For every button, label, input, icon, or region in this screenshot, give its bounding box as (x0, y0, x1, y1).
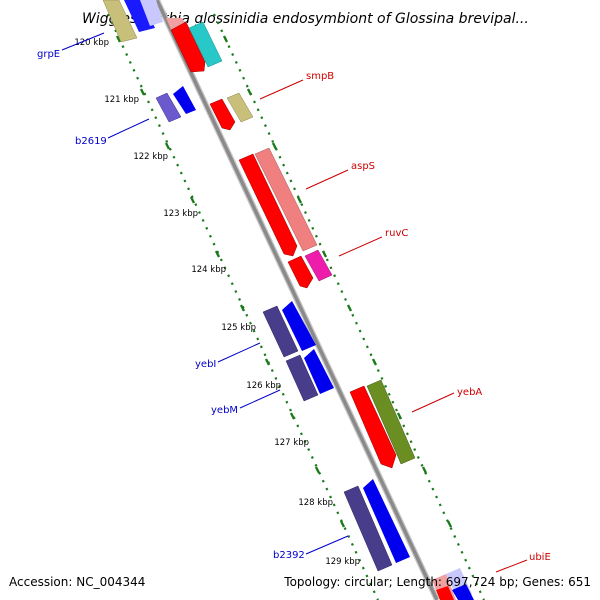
gene-features (102, 0, 474, 600)
gene-ubiE-blue (452, 584, 474, 600)
kbp-tick-126 (264, 358, 271, 366)
outer-tick (396, 412, 403, 420)
gene-label-b2392[interactable]: b2392 (273, 550, 305, 561)
genome-backbone (155, 0, 439, 600)
kbp-tick-129 (339, 520, 346, 528)
gene-yebM-blue (304, 349, 334, 394)
kbp-label-125: 125 kbp (221, 323, 256, 333)
gene-label-yebI[interactable]: yebI (195, 359, 216, 370)
kbp-tick-122 (164, 142, 171, 150)
leader-ruvC (338, 236, 383, 257)
leader-aspS (305, 169, 349, 190)
gene-red-arrow-1 (170, 21, 206, 73)
kbp-label-123: 123 kbp (163, 209, 198, 219)
gene-top-blue (124, 0, 155, 32)
kbp-label-127: 127 kbp (274, 438, 309, 448)
kbp-tick-124 (214, 250, 221, 258)
gene-label-aspS[interactable]: aspS (351, 161, 375, 172)
gene-b2392-blue (363, 479, 410, 563)
leader-yebM (239, 389, 281, 409)
gene-yebA-red (349, 385, 397, 469)
outer-tick (321, 250, 328, 258)
gene-labels: grpE smpB b2619 aspS ruvC yebI yebM yebA… (37, 49, 551, 563)
kbp-label-120: 120 kbp (74, 38, 109, 48)
kbp-tick-125 (239, 304, 246, 312)
gene-yebA-olive (366, 379, 416, 465)
kbp-label-121: 121 kbp (104, 95, 139, 105)
gene-yebI-blue (282, 301, 316, 351)
kbp-label-124: 124 kbp (191, 265, 226, 275)
kbp-tick-123 (189, 196, 196, 204)
outer-tick (371, 358, 378, 366)
gene-b2619-blue (173, 86, 196, 114)
outer-tick (421, 466, 428, 474)
gene-label-yebM[interactable]: yebM (211, 405, 238, 416)
gene-smpB-khaki (226, 92, 254, 123)
leader-ubiE (495, 559, 528, 573)
gene-label-smpB[interactable]: smpB (306, 71, 334, 82)
kbp-tick-128 (314, 466, 321, 474)
kbp-tick-121 (139, 88, 146, 96)
gene-label-ruvC[interactable]: ruvC (385, 228, 408, 239)
gene-b2619-purple (155, 92, 182, 123)
gene-cyan (188, 21, 223, 68)
accession-text: Accession: NC_004344 (9, 575, 145, 589)
kbp-label-128: 128 kbp (298, 498, 333, 508)
map-title: Wigglesworthia glossinidia endosymbiont … (82, 11, 529, 27)
gene-yebI-purple (262, 305, 299, 358)
kbp-tick-127 (289, 412, 296, 420)
outer-tick (346, 304, 353, 312)
outer-ticks (222, 35, 453, 528)
kbp-label-129: 129 kbp (325, 557, 360, 567)
kbp-labels: 120 kbp 121 kbp 122 kbp 123 kbp 124 kbp … (74, 38, 360, 567)
kbp-label-126: 126 kbp (246, 381, 281, 391)
leader-smpB (259, 79, 304, 100)
gene-label-b2619[interactable]: b2619 (75, 136, 107, 147)
kbp-tick-120 (115, 35, 122, 43)
genome-stats-text: Topology: circular; Length: 697,724 bp; … (283, 575, 591, 589)
kbp-ticks (115, 35, 346, 528)
gene-grpE (102, 0, 138, 43)
kbp-label-122: 122 kbp (133, 152, 168, 162)
label-leaders (61, 32, 528, 573)
leader-yebI (217, 342, 261, 363)
gene-aspS-pink (254, 147, 318, 252)
leader-b2392 (305, 535, 349, 555)
gene-b2392-purple (343, 485, 393, 572)
gene-smpB-red (209, 98, 236, 131)
gene-ubiE-red (436, 586, 454, 600)
outer-tick (271, 142, 278, 150)
gene-label-yebA[interactable]: yebA (457, 387, 482, 398)
gene-aspS-red (238, 153, 298, 257)
gene-ruvC-magenta (304, 249, 333, 282)
leader-yebA (411, 392, 455, 413)
gene-label-grpE[interactable]: grpE (37, 49, 60, 60)
outer-tick (446, 520, 453, 528)
outer-tick (222, 35, 229, 43)
gene-label-ubiE[interactable]: ubiE (529, 552, 551, 563)
outer-tick (246, 88, 253, 96)
leader-b2619 (107, 118, 150, 139)
gene-yebM-purple (285, 354, 319, 402)
gene-ruvC-red (287, 255, 314, 289)
outer-tick (296, 196, 303, 204)
leader-grpE (61, 32, 105, 51)
gene-top-lavender (140, 0, 163, 26)
